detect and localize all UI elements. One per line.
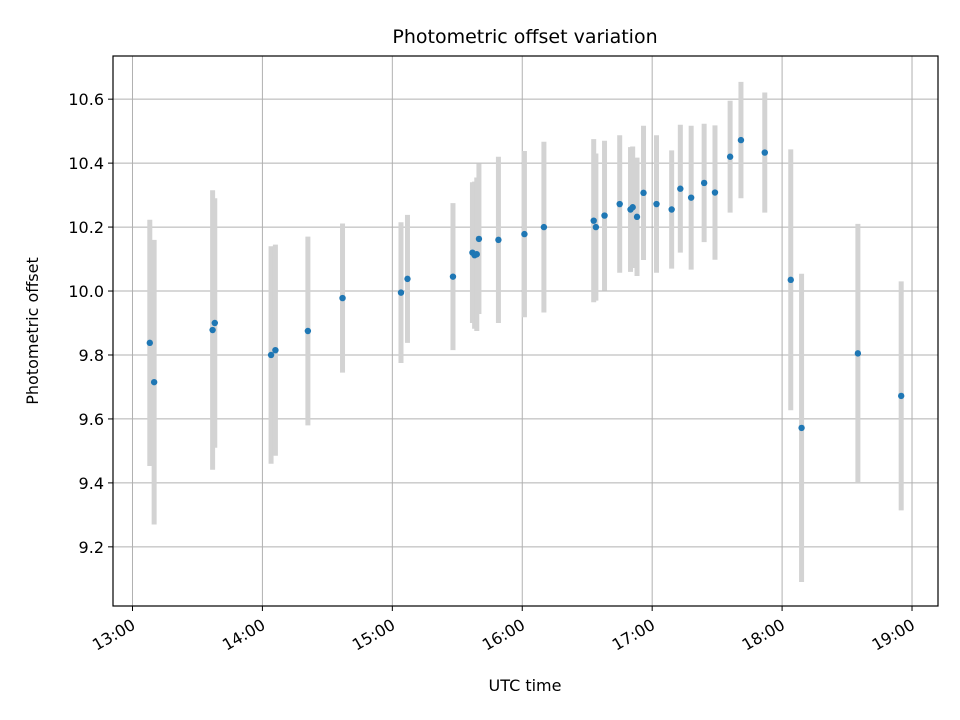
chart-title: Photometric offset variation: [392, 26, 657, 48]
y-tick-label-0: 9.2: [79, 538, 104, 557]
data-point-18: [590, 217, 597, 224]
data-point-28: [677, 185, 684, 192]
data-point-35: [787, 276, 794, 284]
data-point-29: [687, 194, 695, 201]
data-point-10: [449, 273, 457, 280]
data-point-0: [146, 339, 154, 347]
data-point-26: [653, 200, 660, 208]
data-point-20: [601, 212, 608, 219]
data-point-33: [737, 136, 745, 144]
data-point-3: [211, 319, 218, 327]
data-point-23: [629, 204, 636, 211]
y-axis-ticks: 9.2 9.4 9.6 9.8 10.0 10.2 10.4 10.6: [68, 90, 113, 557]
data-point-37: [854, 350, 862, 357]
data-point-32: [726, 153, 734, 160]
data-point-14: [475, 235, 483, 243]
data-point-6: [304, 327, 312, 335]
y-tick-label-6: 10.4: [68, 154, 104, 173]
y-tick-label-4: 10.0: [68, 282, 104, 301]
data-point-5: [272, 346, 279, 354]
x-axis-label: UTC time: [489, 676, 562, 695]
data-point-34: [761, 149, 768, 156]
data-point-1: [150, 378, 158, 386]
data-point-9: [404, 275, 411, 283]
data-point-4: [267, 351, 275, 359]
y-tick-label-5: 10.2: [68, 218, 104, 237]
y-tick-label-3: 9.8: [79, 346, 104, 365]
data-point-15: [495, 236, 502, 244]
data-point-7: [339, 294, 346, 302]
data-point-19: [592, 223, 600, 231]
data-point-8: [397, 289, 405, 296]
data-point-2: [209, 326, 216, 334]
y-axis-label: Photometric offset: [23, 257, 42, 405]
data-points: [146, 136, 905, 432]
data-point-24: [633, 213, 641, 221]
plot-frame: [112, 55, 939, 607]
data-point-16: [521, 230, 528, 238]
data-point-21: [616, 200, 623, 208]
y-tick-label-1: 9.4: [79, 474, 104, 493]
data-point-27: [668, 206, 675, 213]
data-point-38: [897, 392, 905, 400]
data-point-36: [798, 424, 805, 432]
data-point-31: [711, 189, 719, 196]
data-point-17: [540, 223, 548, 231]
data-point-30: [700, 179, 708, 187]
y-tick-label-2: 9.6: [79, 410, 104, 429]
y-tick-label-7: 10.6: [68, 90, 104, 109]
data-point-13: [473, 251, 480, 258]
data-point-25: [640, 189, 647, 197]
